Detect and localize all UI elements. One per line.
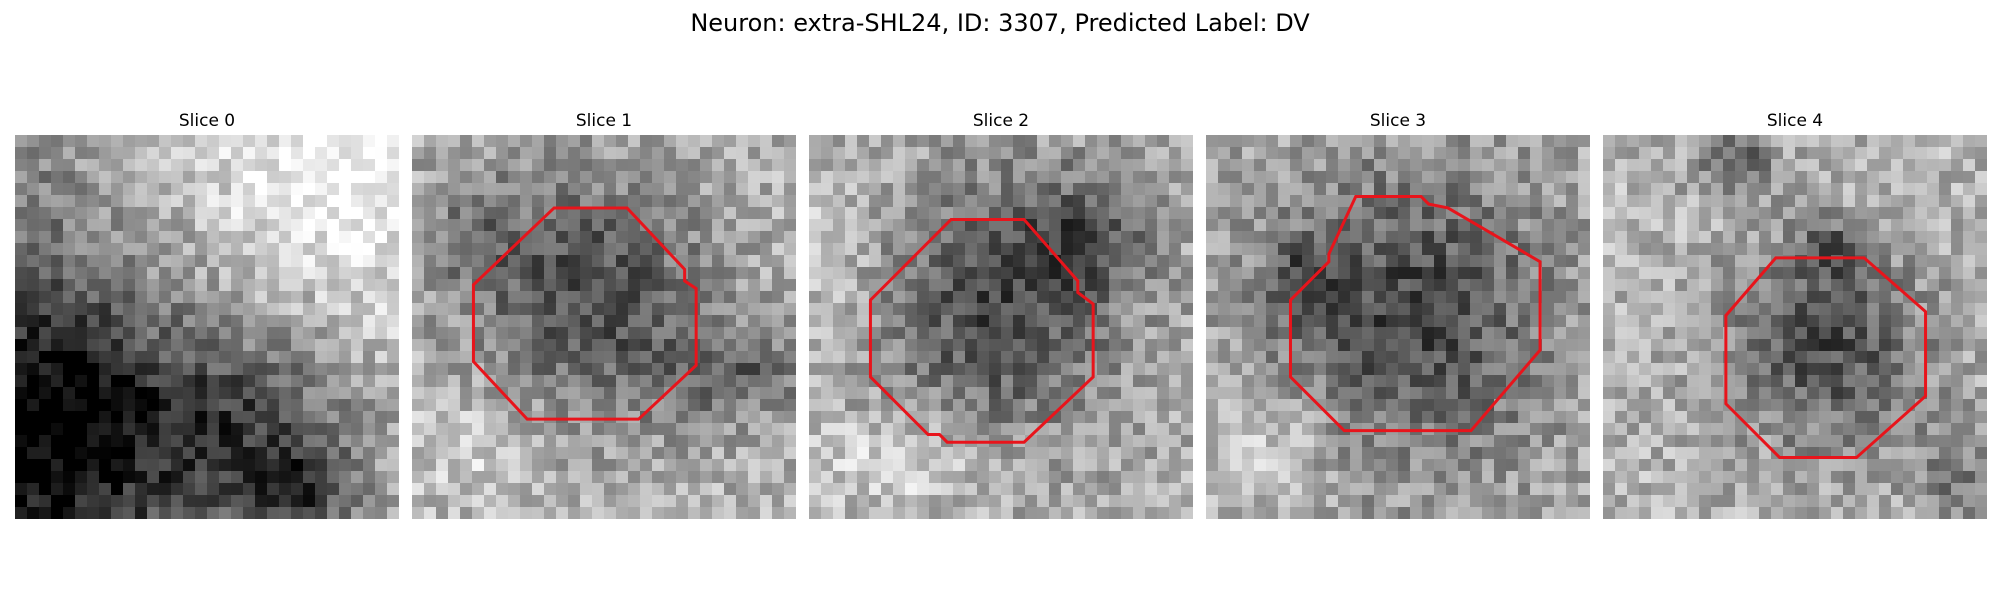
slice-pixels-0 <box>15 135 399 519</box>
slice-panel-4: Slice 4 <box>1603 110 1987 519</box>
slice-pixels-1 <box>412 135 796 519</box>
slice-panel-0: Slice 0 <box>15 110 399 519</box>
slice-image-1 <box>412 135 796 519</box>
slice-image-0 <box>15 135 399 519</box>
slice-pixels-3 <box>1206 135 1590 519</box>
slice-image-3 <box>1206 135 1590 519</box>
slice-title-0: Slice 0 <box>178 111 236 131</box>
slice-panel-2: Slice 2 <box>809 110 1193 519</box>
slice-image-2 <box>809 135 1193 519</box>
figure-title: Neuron: extra-SHL24, ID: 3307, Predicted… <box>690 9 1310 37</box>
slice-title-1: Slice 1 <box>575 111 633 131</box>
slice-title-2: Slice 2 <box>972 111 1030 131</box>
slice-pixels-4 <box>1603 135 1987 519</box>
slice-title-3: Slice 3 <box>1369 111 1427 131</box>
roi-contour-4 <box>1724 256 1928 460</box>
slice-image-4 <box>1603 135 1987 519</box>
slice-panel-3: Slice 3 <box>1206 110 1590 519</box>
slice-pixels-2 <box>809 135 1193 519</box>
slice-title-4: Slice 4 <box>1766 111 1824 131</box>
slice-panel-1: Slice 1 <box>412 110 796 519</box>
roi-contour-1 <box>471 206 698 421</box>
roi-contour-3 <box>1288 194 1542 433</box>
roi-contour-2 <box>868 217 1095 444</box>
